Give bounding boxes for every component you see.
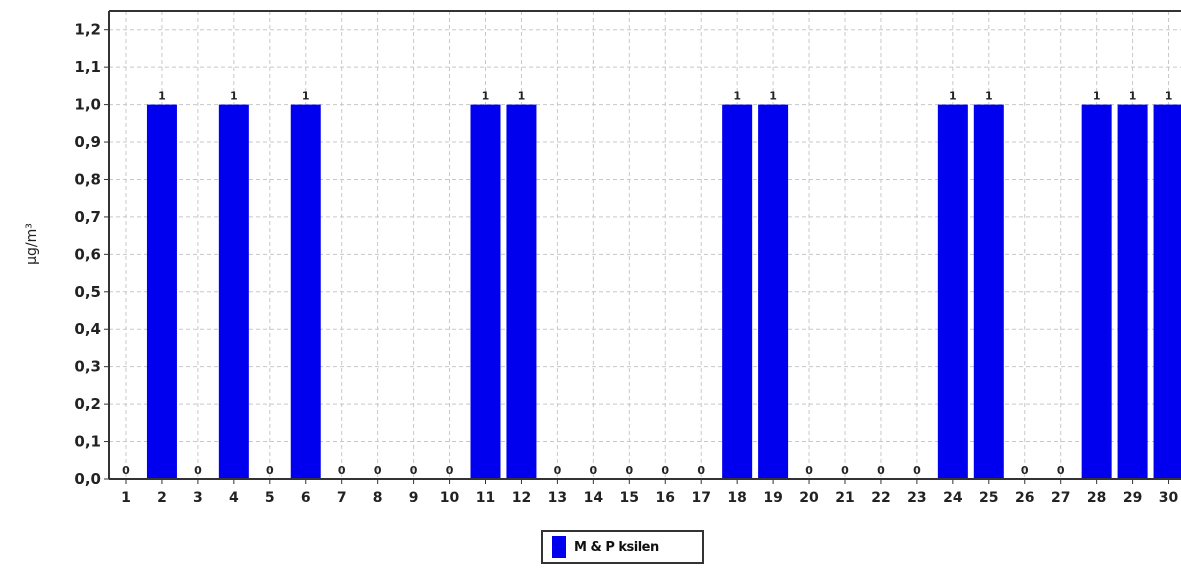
x-tick-label: 24 <box>943 490 963 506</box>
y-tick-label: 0,0 <box>74 470 101 488</box>
y-tick-label: 0,1 <box>74 433 101 451</box>
x-tick-label: 18 <box>727 490 746 506</box>
data-label: 0 <box>554 464 562 477</box>
y-axis-label: µg/m³ <box>24 223 40 265</box>
y-tick-label: 0,8 <box>74 170 101 188</box>
bar <box>218 104 249 479</box>
x-tick-label: 15 <box>620 490 639 506</box>
bar <box>1081 104 1112 479</box>
data-label: 1 <box>518 90 526 103</box>
x-tick-label: 2 <box>157 490 167 506</box>
y-tick-label: 0,5 <box>74 283 101 301</box>
x-tick-label: 20 <box>799 490 819 506</box>
data-label: 0 <box>374 464 382 477</box>
data-label: 0 <box>697 464 705 477</box>
legend-label: M & P ksilen <box>574 539 659 555</box>
data-label: 0 <box>877 464 885 477</box>
bar <box>146 104 177 479</box>
x-tick-label: 30 <box>1159 490 1179 506</box>
bar <box>1153 104 1181 479</box>
data-label: 1 <box>733 90 741 103</box>
x-tick-label: 21 <box>835 490 854 506</box>
data-label: 0 <box>841 464 849 477</box>
x-tick-label: 7 <box>337 490 347 506</box>
x-tick-label: 8 <box>373 490 383 506</box>
bars <box>146 104 1181 479</box>
data-label: 0 <box>122 464 130 477</box>
bar <box>1117 104 1148 479</box>
x-tick-label: 14 <box>584 490 604 506</box>
data-label: 0 <box>194 464 202 477</box>
bar <box>506 104 537 479</box>
x-tick-label: 22 <box>871 490 890 506</box>
y-tick-label: 1,1 <box>74 58 101 76</box>
x-axis-ticks: 1 2 3 4 5 6 7 8 9 10 11 12 13 14 15 16 17 18 19 20 21 22 23 24 2… <box>121 490 1178 506</box>
y-tick-label: 1,0 <box>74 96 101 114</box>
x-tick-label: 1 <box>121 490 131 506</box>
x-tick-label: 12 <box>512 490 531 506</box>
data-label: 0 <box>338 464 346 477</box>
x-tick-label: 17 <box>691 490 710 506</box>
data-label: 1 <box>1129 90 1137 103</box>
bar <box>470 104 501 479</box>
y-tick-label: 0,4 <box>74 320 101 338</box>
data-label: 0 <box>805 464 813 477</box>
data-label: 1 <box>1093 90 1101 103</box>
x-tick-label: 29 <box>1123 490 1142 506</box>
data-label: 0 <box>625 464 633 477</box>
bar <box>937 104 968 479</box>
data-label: 0 <box>1057 464 1065 477</box>
data-label: 1 <box>1165 90 1173 103</box>
bar <box>290 104 321 479</box>
grid-lines <box>109 11 1181 479</box>
data-label: 1 <box>230 90 238 103</box>
x-tick-label: 25 <box>979 490 998 506</box>
y-tick-label: 0,3 <box>74 358 101 376</box>
data-label: 0 <box>1021 464 1029 477</box>
y-tick-label: 0,9 <box>74 133 101 151</box>
bar <box>973 104 1004 479</box>
x-tick-label: 23 <box>907 490 926 506</box>
x-tick-label: 10 <box>440 490 460 506</box>
data-label: 0 <box>410 464 418 477</box>
legend: M & P ksilen <box>541 530 704 564</box>
x-tick-label: 9 <box>409 490 419 506</box>
data-label: 0 <box>266 464 274 477</box>
data-labels: 0 1 0 1 0 1 0 0 0 0 1 1 0 0 0 0 0 1 1 0 0 0 0 1 1 0 0 1 1 1 <box>122 90 1172 477</box>
x-tick-label: 3 <box>193 490 203 506</box>
data-label: 0 <box>913 464 921 477</box>
x-tick-label: 6 <box>301 490 311 506</box>
bar <box>758 104 789 479</box>
data-label: 0 <box>446 464 454 477</box>
x-tick-label: 27 <box>1051 490 1070 506</box>
y-tick-label: 0,7 <box>74 208 101 226</box>
y-tick-label: 0,6 <box>74 245 101 263</box>
data-label: 1 <box>985 90 993 103</box>
x-tick-label: 4 <box>229 490 239 506</box>
data-label: 1 <box>482 90 490 103</box>
y-tick-label: 0,2 <box>74 395 101 413</box>
axes <box>104 10 1181 484</box>
x-tick-label: 26 <box>1015 490 1034 506</box>
y-tick-label: 1,2 <box>74 21 101 39</box>
data-label: 1 <box>302 90 310 103</box>
x-tick-label: 16 <box>656 490 675 506</box>
x-tick-label: 28 <box>1087 490 1106 506</box>
data-label: 0 <box>590 464 598 477</box>
data-label: 1 <box>949 90 957 103</box>
x-tick-label: 11 <box>476 490 495 506</box>
x-tick-label: 5 <box>265 490 275 506</box>
y-axis-ticks: 0,0 0,1 0,2 0,3 0,4 0,5 0,6 0,7 0,8 0,9 1,0 1,1 1,2 <box>74 21 101 488</box>
legend-swatch <box>552 536 566 558</box>
x-tick-label: 13 <box>548 490 567 506</box>
data-label: 1 <box>158 90 166 103</box>
bar <box>722 104 753 479</box>
x-tick-label: 19 <box>763 490 782 506</box>
data-label: 0 <box>661 464 669 477</box>
data-label: 1 <box>769 90 777 103</box>
